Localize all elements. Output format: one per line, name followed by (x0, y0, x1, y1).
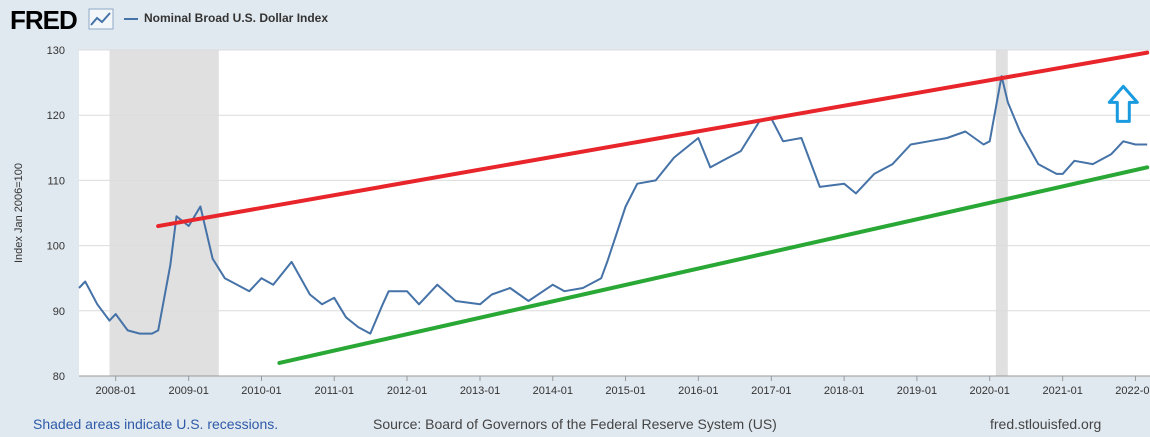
legend-label: Nominal Broad U.S. Dollar Index (144, 11, 329, 25)
y-tick-label: 130 (47, 45, 65, 57)
legend-swatch (124, 17, 138, 20)
y-tick-label: 100 (47, 241, 65, 253)
y-tick-label: 120 (47, 110, 65, 122)
series-group (78, 75, 1148, 335)
x-tick-label: 2020-01 (969, 385, 1009, 397)
y-axis-title: Index Jan 2006=100 (13, 163, 25, 263)
x-tick-label: 2008-01 (96, 385, 136, 397)
x-axis: 2008-01 2009-01 2010-01 2011-01 2012-01 2013-… (79, 375, 1150, 397)
x-tick-label: 2011-01 (314, 385, 354, 397)
x-tick-label: 2012-01 (387, 385, 427, 397)
x-tick-label: 2017-01 (751, 385, 791, 397)
line-chart-icon (88, 8, 114, 30)
x-tick-label: 2018-01 (824, 385, 864, 397)
recession-note: Shaded areas indicate U.S. recessions. (33, 416, 279, 432)
recession-shading (109, 50, 1008, 376)
recession-band (109, 50, 219, 376)
y-axis: 80 90 100 110 120 130 (47, 45, 65, 383)
y-tick-label: 90 (53, 306, 65, 318)
support-trendline (277, 165, 1150, 365)
x-tick-label: 2010-01 (241, 385, 281, 397)
x-tick-label: 2015-01 (605, 385, 645, 397)
x-tick-label: 2013-01 (460, 385, 500, 397)
site-link[interactable]: fred.stlouisfed.org (990, 416, 1102, 432)
chart-header: FRED Nominal Broad U.S. Dollar Index (0, 0, 1150, 40)
y-tick-label: 110 (47, 175, 65, 187)
fred-logo[interactable]: FRED (10, 5, 78, 35)
source-text: Source: Board of Governors of the Federa… (373, 416, 777, 432)
chart: 2008-01 2009-01 2010-01 2011-01 2012-01 2013-… (13, 45, 1150, 397)
annotations (156, 50, 1150, 365)
x-tick-label: 2014-01 (533, 385, 573, 397)
x-tick-label: 2016-01 (678, 385, 718, 397)
up-arrow-icon (1107, 84, 1139, 123)
resistance-trendline (156, 50, 1150, 229)
series-line (78, 75, 1148, 335)
y-tick-label: 80 (53, 371, 65, 383)
recession-band (995, 50, 1008, 376)
plot-background (79, 50, 1150, 376)
legend: Nominal Broad U.S. Dollar Index (124, 11, 328, 25)
x-tick-label: 2009-01 (168, 385, 208, 397)
x-tick-label: 2021-01 (1042, 385, 1082, 397)
x-tick-label: 2019-01 (897, 385, 937, 397)
x-tick-label: 2022-01 (1115, 385, 1150, 397)
